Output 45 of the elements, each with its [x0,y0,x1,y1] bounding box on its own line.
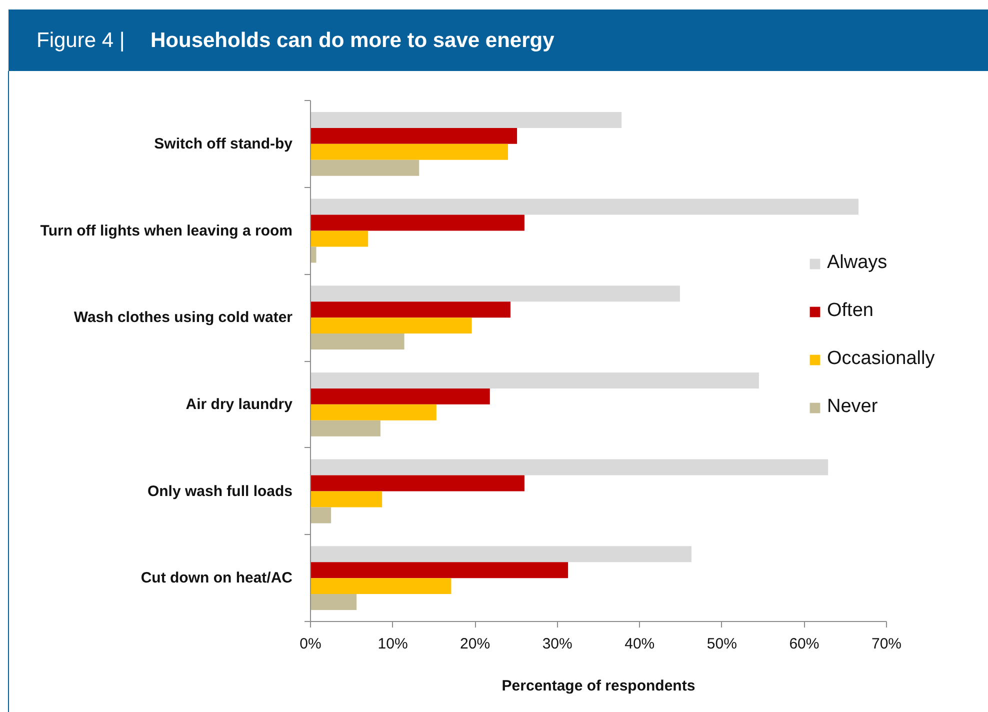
bar [310,459,828,476]
bar [310,594,357,610]
x-tick-label: 0% [300,636,322,652]
bar [310,230,368,247]
x-tick-label: 70% [871,636,902,652]
y-tick-label: Wash clothes using cold water [74,309,293,326]
y-tick-label: Turn off lights when leaving a room [40,222,293,240]
y-tick-label: Only wash full loads [147,482,293,500]
bar [310,475,524,492]
bar [310,112,622,128]
x-tick-label: 60% [789,636,820,652]
bar [310,507,332,524]
x-tick-label: 30% [542,636,572,652]
bar [310,160,420,176]
legend-label: Never [827,396,878,418]
bar [310,144,508,160]
bar [310,372,759,388]
bar [310,546,692,562]
bar [310,318,472,334]
bar [310,128,518,144]
caption: Figure 4 | [36,29,125,52]
bar [310,198,859,215]
chart-title: Households can do more to save energy [150,29,555,52]
x-tick-label: 50% [706,636,737,652]
bar [310,388,490,404]
bar [310,491,382,508]
x-tick-label: 10% [378,636,408,652]
legend-label: Always [827,252,888,274]
bar [310,562,568,578]
bar [310,578,452,594]
legend-label: Often [827,300,874,322]
x-tick-label: 20% [460,636,490,652]
bar [310,334,404,350]
bar [310,286,680,302]
x-axis-title: Percentage of respondents [502,678,696,694]
y-tick-label: Air dry laundry [186,396,294,413]
bar [310,246,316,263]
bar [310,214,524,231]
y-tick-label: Switch off stand-by [154,135,294,152]
y-tick-label: Cut down on heat/AC [140,570,293,587]
bar [310,404,436,420]
x-tick-label: 40% [624,636,655,652]
bar [310,302,510,318]
bar [310,420,380,436]
legend-label: Occasionally [827,348,935,370]
